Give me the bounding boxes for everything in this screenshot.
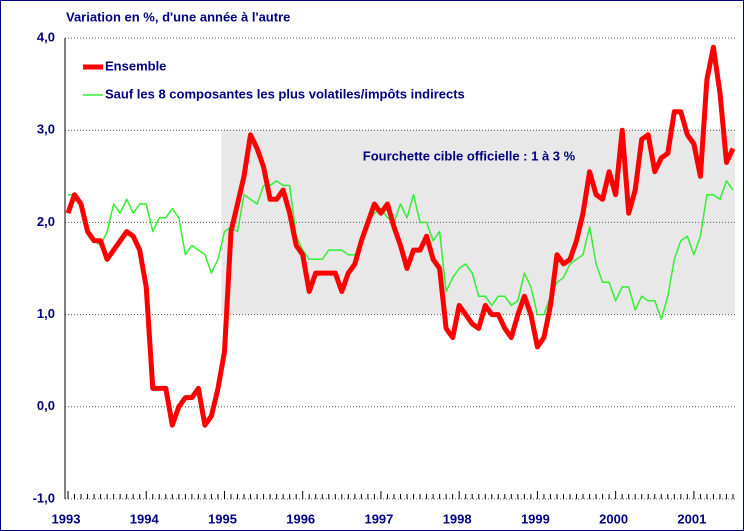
- y-tick-label: 4,0: [37, 29, 55, 44]
- x-tick-label: 1999: [521, 511, 550, 526]
- band-label: Fourchette cible officielle : 1 à 3 %: [363, 148, 576, 163]
- y-tick-label: -1,0: [33, 490, 55, 505]
- x-tick-label: 1995: [208, 511, 237, 526]
- x-tick-label: 1996: [286, 511, 315, 526]
- x-tick-label: 2001: [677, 511, 706, 526]
- x-tick-label: 1993: [52, 511, 81, 526]
- y-tick-label: 1,0: [37, 306, 55, 321]
- series-line: [65, 44, 736, 428]
- x-tick-label: 2000: [599, 511, 628, 526]
- series-line: [68, 180, 734, 320]
- legend-label: Sauf les 8 composantes les plus volatile…: [105, 86, 465, 101]
- x-tick-label: 1998: [443, 511, 472, 526]
- legend-label: Ensemble: [105, 58, 166, 73]
- y-tick-label: 3,0: [37, 122, 55, 137]
- y-tick-label: 2,0: [37, 214, 55, 229]
- chart-title: Variation en %, d'une année à l'autre: [66, 9, 290, 24]
- x-tick-label: 1997: [364, 511, 393, 526]
- x-tick-label: 1994: [130, 511, 160, 526]
- y-tick-label: 0,0: [37, 398, 55, 413]
